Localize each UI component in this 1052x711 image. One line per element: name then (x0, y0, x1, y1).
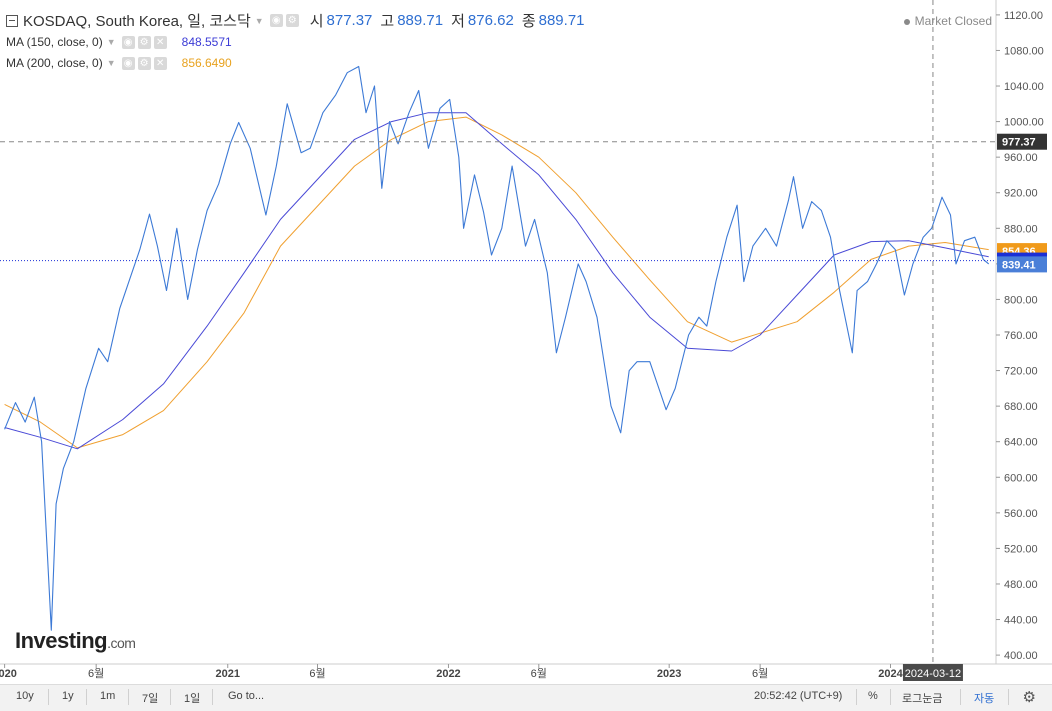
y-tick-label: 640.00 (1004, 437, 1038, 449)
period-1d-button[interactable]: 1일 (184, 693, 201, 705)
toolbar-divider (890, 689, 891, 705)
auto-scale-button[interactable]: 자동 (974, 693, 995, 705)
period-1m-button[interactable]: 1m (100, 690, 116, 702)
toolbar-divider (48, 689, 49, 705)
period-10y-button[interactable]: 10y (16, 690, 34, 702)
y-tick-label: 680.00 (1004, 401, 1038, 413)
price-label-bg (997, 256, 1047, 273)
y-tick-label: 1080.00 (1004, 45, 1044, 57)
price-label-text: 839.41 (1002, 259, 1036, 271)
market-status-text: Market Closed (914, 14, 992, 28)
y-tick-label: 760.00 (1004, 330, 1038, 342)
y-tick-label: 520.00 (1004, 543, 1038, 555)
chart-settings-gear-icon[interactable]: ⚙ (1022, 689, 1036, 706)
y-tick-label: 400.00 (1004, 650, 1038, 662)
x-tick-label: 2024 (878, 668, 903, 680)
y-tick-label: 480.00 (1004, 579, 1038, 591)
ma200-value: 856.6490 (181, 56, 232, 70)
market-status: Market Closed (903, 14, 992, 28)
toolbar-divider (856, 689, 857, 705)
ma200-line (4, 116, 989, 449)
high-label: 고 (380, 13, 395, 30)
investing-logo: Investing.com (15, 628, 136, 654)
x-tick-label: 2022 (436, 668, 460, 680)
y-tick-label: 1040.00 (1004, 81, 1044, 93)
ma150-legend: MA (150, close, 0) ▼ ◉ ⚙ ✕ 848.5571 (6, 35, 232, 49)
y-tick-label: 880.00 (1004, 223, 1038, 235)
ma200-dropdown-icon[interactable]: ▼ (106, 58, 116, 68)
x-tick-label: 6월 (88, 667, 104, 680)
low-value: 876.62 (467, 12, 514, 29)
toolbar-divider (212, 689, 213, 705)
price-axis-area (996, 0, 1052, 684)
period-1y-button[interactable]: 1y (62, 690, 74, 702)
x-tick-label: 2020 (0, 668, 17, 680)
y-tick-label: 1120.00 (1004, 10, 1043, 22)
goto-button[interactable]: Go to... (228, 690, 265, 702)
y-tick-label: 600.00 (1004, 472, 1038, 484)
ma150-settings-icon[interactable]: ⚙ (137, 35, 151, 49)
symbol-dropdown-icon[interactable]: ▼ (254, 15, 264, 26)
clock-time: 20:52:42 (UTC+9) (754, 690, 843, 702)
symbol-name: KOSDAQ, South Korea, 일, 코스닥 (23, 13, 251, 30)
price-label-bg (997, 133, 1047, 150)
ma150-line (4, 112, 989, 450)
ma150-dropdown-icon[interactable]: ▼ (106, 37, 116, 47)
y-tick-label: 800.00 (1004, 294, 1038, 306)
x-tick-label: 6월 (752, 667, 768, 680)
y-tick-label: 960.00 (1004, 152, 1038, 164)
chart-legend-main: KOSDAQ, South Korea, 일, 코스닥 ▼ ◉ ⚙ 시 877.3… (6, 10, 585, 31)
toolbar-divider (1008, 689, 1009, 705)
percent-scale-button[interactable]: % (868, 690, 878, 702)
ma200-visibility-icon[interactable]: ◉ (121, 56, 135, 70)
x-tick-label: 2023 (657, 668, 681, 680)
y-tick-label: 440.00 (1004, 615, 1038, 627)
visibility-icon[interactable]: ◉ (269, 14, 283, 27)
x-tick-label: 2021 (216, 668, 240, 680)
crosshair-date-text: 2024-03-12 (905, 668, 961, 680)
y-tick-label: 1000.00 (1004, 117, 1044, 129)
x-tick-label: 6월 (309, 667, 325, 680)
ma150-visibility-icon[interactable]: ◉ (121, 35, 135, 49)
ma150-close-icon[interactable]: ✕ (153, 35, 167, 49)
price-label-3: 839.41 (997, 256, 1047, 273)
y-tick-label: 720.00 (1004, 366, 1038, 378)
y-tick-label: 920.00 (1004, 188, 1038, 200)
price-label-0: 977.37 (997, 133, 1047, 150)
open-value: 877.37 (326, 12, 373, 29)
bottom-toolbar: 10y 1y 1m 7일 1일 Go to... 20:52:42 (UTC+9… (0, 684, 1052, 711)
logo-suffix: .com (107, 635, 136, 651)
crosshair-date-bg (902, 664, 963, 681)
settings-icon[interactable]: ⚙ (285, 14, 299, 27)
ma200-label: MA (200, close, 0) (6, 56, 103, 70)
price-chart[interactable]: 400.00 440.00 480.00 520.00 560.00 600.00 640.… (0, 0, 1052, 684)
price-label-text: 977.37 (1002, 137, 1036, 149)
ma150-label: MA (150, close, 0) (6, 35, 103, 49)
collapse-icon[interactable] (6, 14, 18, 27)
close-value: 889.71 (538, 12, 585, 29)
logo-main: Investing (15, 628, 108, 653)
ma150-value: 848.5571 (181, 35, 232, 49)
x-tick-label: 6월 (531, 667, 547, 680)
toolbar-divider (960, 689, 961, 705)
open-label: 시 (309, 13, 324, 30)
ma200-close-icon[interactable]: ✕ (153, 56, 167, 70)
ma200-legend: MA (200, close, 0) ▼ ◉ ⚙ ✕ 856.6490 (6, 56, 232, 70)
low-label: 저 (451, 13, 465, 30)
log-scale-button[interactable]: 로그눈금 (902, 693, 943, 705)
period-7d-button[interactable]: 7일 (142, 693, 159, 705)
close-label: 종 (521, 13, 536, 30)
crosshair-date-label: 2024-03-12 (902, 664, 963, 681)
price-line (4, 65, 990, 631)
high-value: 889.71 (397, 12, 444, 29)
y-tick-label: 560.00 (1004, 508, 1038, 520)
status-dot-icon (903, 18, 910, 25)
toolbar-divider (128, 689, 129, 705)
toolbar-divider (170, 689, 171, 705)
ma200-settings-icon[interactable]: ⚙ (137, 56, 151, 70)
toolbar-divider (86, 689, 87, 705)
